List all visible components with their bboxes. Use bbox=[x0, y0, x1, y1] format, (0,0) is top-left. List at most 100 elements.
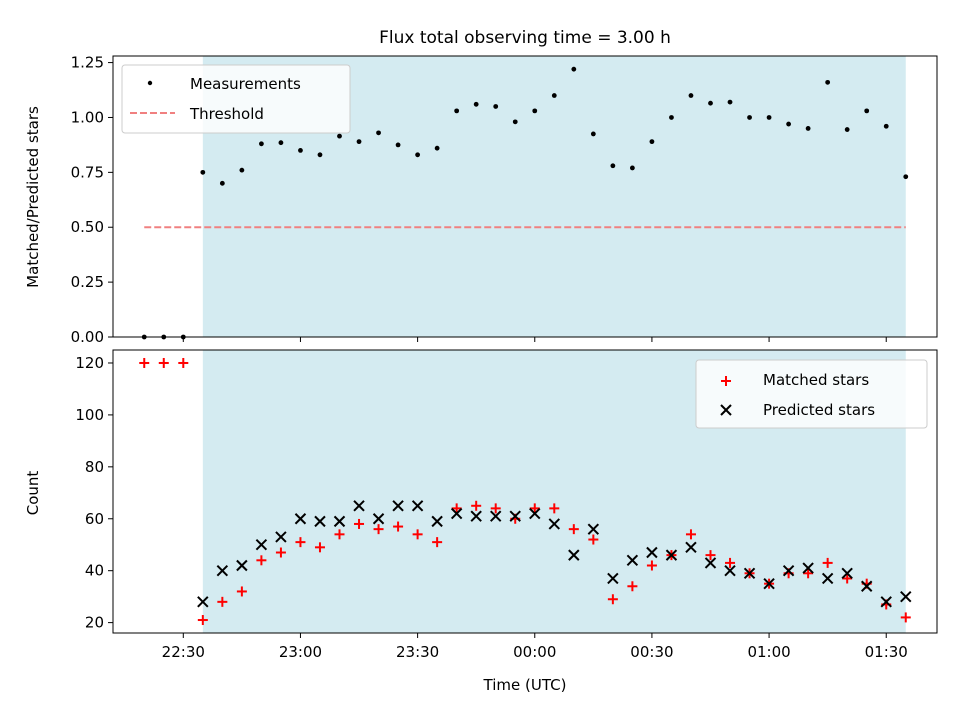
x-tick-label: 00:30 bbox=[630, 643, 673, 661]
matched-star-point bbox=[451, 503, 462, 514]
predicted-star-point bbox=[802, 562, 814, 574]
measurement-point bbox=[766, 115, 772, 120]
predicted-star-point bbox=[333, 515, 346, 528]
bottom-panel: 20 40 60 80 100 120 22:30 23:00 23:30 00:00 00:30… bbox=[24, 349, 938, 694]
matched-star-point bbox=[685, 529, 696, 540]
predicted-star-point bbox=[236, 559, 248, 572]
predicted-star-point bbox=[704, 557, 717, 569]
y-tick-label: 40 bbox=[85, 562, 104, 580]
predicted-star-point bbox=[509, 510, 521, 522]
measurement-point bbox=[219, 180, 225, 186]
measurement-point bbox=[395, 142, 401, 148]
matched-star-point bbox=[236, 586, 247, 597]
measurement-point bbox=[200, 169, 206, 175]
matched-star-point bbox=[490, 503, 501, 514]
x-tick-label: 01:00 bbox=[747, 643, 790, 661]
measurement-point bbox=[493, 104, 499, 109]
top-y-axis: 0.00 0.25 0.50 0.75 1.00 1.25 bbox=[71, 54, 113, 346]
matched-star-point bbox=[295, 537, 306, 548]
matched-star-point bbox=[803, 568, 814, 579]
measurement-point bbox=[590, 131, 596, 137]
measurement-point bbox=[844, 127, 850, 132]
measurement-point bbox=[415, 152, 421, 158]
predicted-star-point bbox=[255, 539, 268, 551]
predicted-star-point bbox=[294, 513, 307, 525]
predicted-star-point bbox=[392, 500, 404, 512]
predicted-legend-marker bbox=[720, 404, 732, 416]
matched-star-point bbox=[588, 534, 599, 545]
x-tick-label: 22:30 bbox=[162, 643, 205, 661]
top-legend: Measurements Threshold bbox=[121, 64, 351, 134]
matched-star-point bbox=[217, 596, 228, 607]
matched-star-point bbox=[256, 555, 267, 566]
predicted-star-point bbox=[450, 507, 463, 520]
matched-star-point bbox=[432, 537, 443, 548]
measurement-point bbox=[317, 152, 323, 158]
predicted-star-point bbox=[646, 546, 658, 559]
measurement-point bbox=[727, 99, 733, 105]
predicted-star-point bbox=[821, 572, 834, 585]
y-tick-label: 60 bbox=[85, 510, 104, 528]
measurement-point bbox=[864, 108, 870, 114]
matched-star-point bbox=[900, 612, 911, 623]
predicted-star-point bbox=[724, 564, 736, 577]
y-tick-label: 120 bbox=[75, 354, 104, 372]
matched-star-point bbox=[705, 550, 716, 561]
measurement-point bbox=[259, 141, 264, 147]
measurement-point bbox=[551, 93, 557, 98]
measurement-point bbox=[629, 165, 635, 171]
predicted-star-point bbox=[782, 564, 795, 577]
matched-star-point bbox=[412, 529, 423, 540]
matched-star-point bbox=[197, 615, 208, 626]
y-tick-label: 0.50 bbox=[71, 218, 104, 236]
predicted-star-point bbox=[587, 523, 600, 535]
matched-star-point bbox=[373, 524, 384, 535]
bottom-y-axis: 20 40 60 80 100 120 bbox=[75, 354, 113, 632]
matched-star-point bbox=[314, 542, 325, 553]
y-tick-label: 100 bbox=[75, 406, 104, 424]
predicted-star-point bbox=[353, 500, 365, 512]
measurement-point bbox=[434, 145, 440, 151]
measurement-point bbox=[473, 101, 479, 107]
predicted-star-point bbox=[314, 515, 326, 528]
measurement-point bbox=[278, 140, 284, 146]
predicted-star-point bbox=[470, 510, 482, 522]
measurement-point bbox=[825, 79, 831, 85]
bottom-y-axis-label: Count bbox=[24, 471, 42, 516]
top-legend-box bbox=[121, 64, 351, 134]
legend-label-threshold: Threshold bbox=[189, 105, 264, 123]
top-panel: Flux total observing time = 3.00 h 0.000… bbox=[24, 28, 938, 346]
matched-star-point bbox=[607, 594, 618, 605]
measurement-point bbox=[747, 115, 752, 120]
matched-star-point bbox=[178, 357, 189, 368]
predicted-star-point bbox=[216, 564, 229, 577]
measurement-point bbox=[649, 139, 655, 145]
bottom-legend: Matched stars Predicted stars bbox=[695, 359, 928, 429]
y-tick-label: 20 bbox=[85, 614, 104, 632]
measurement-point bbox=[356, 139, 362, 145]
matched-star-point bbox=[139, 357, 150, 368]
predicted-star-point bbox=[841, 567, 853, 579]
measurement-point bbox=[298, 148, 303, 153]
matched-star-point bbox=[822, 557, 833, 568]
measurement-point bbox=[610, 163, 616, 169]
predicted-star-point bbox=[607, 572, 619, 585]
matched-star-point bbox=[725, 557, 736, 568]
measurement-point bbox=[532, 108, 538, 114]
matched-star-point bbox=[471, 500, 482, 511]
predicted-star-point bbox=[197, 596, 209, 608]
matched-star-point bbox=[275, 547, 286, 558]
measurement-point bbox=[376, 130, 381, 136]
y-tick-label: 1.25 bbox=[71, 54, 104, 72]
predicted-star-point bbox=[490, 510, 502, 522]
measurement-point bbox=[805, 126, 811, 131]
bottom-x-axis: 22:30 23:00 23:30 00:00 00:30 01:00 01:30 bbox=[162, 633, 908, 661]
measurement-point bbox=[571, 66, 577, 72]
measurement-point bbox=[239, 167, 245, 173]
measurement-point bbox=[786, 121, 791, 127]
predicted-star-point bbox=[665, 549, 678, 561]
x-tick-label: 23:00 bbox=[279, 643, 322, 661]
y-tick-label: 1.00 bbox=[71, 108, 104, 126]
legend-label-matched: Matched stars bbox=[763, 371, 869, 389]
